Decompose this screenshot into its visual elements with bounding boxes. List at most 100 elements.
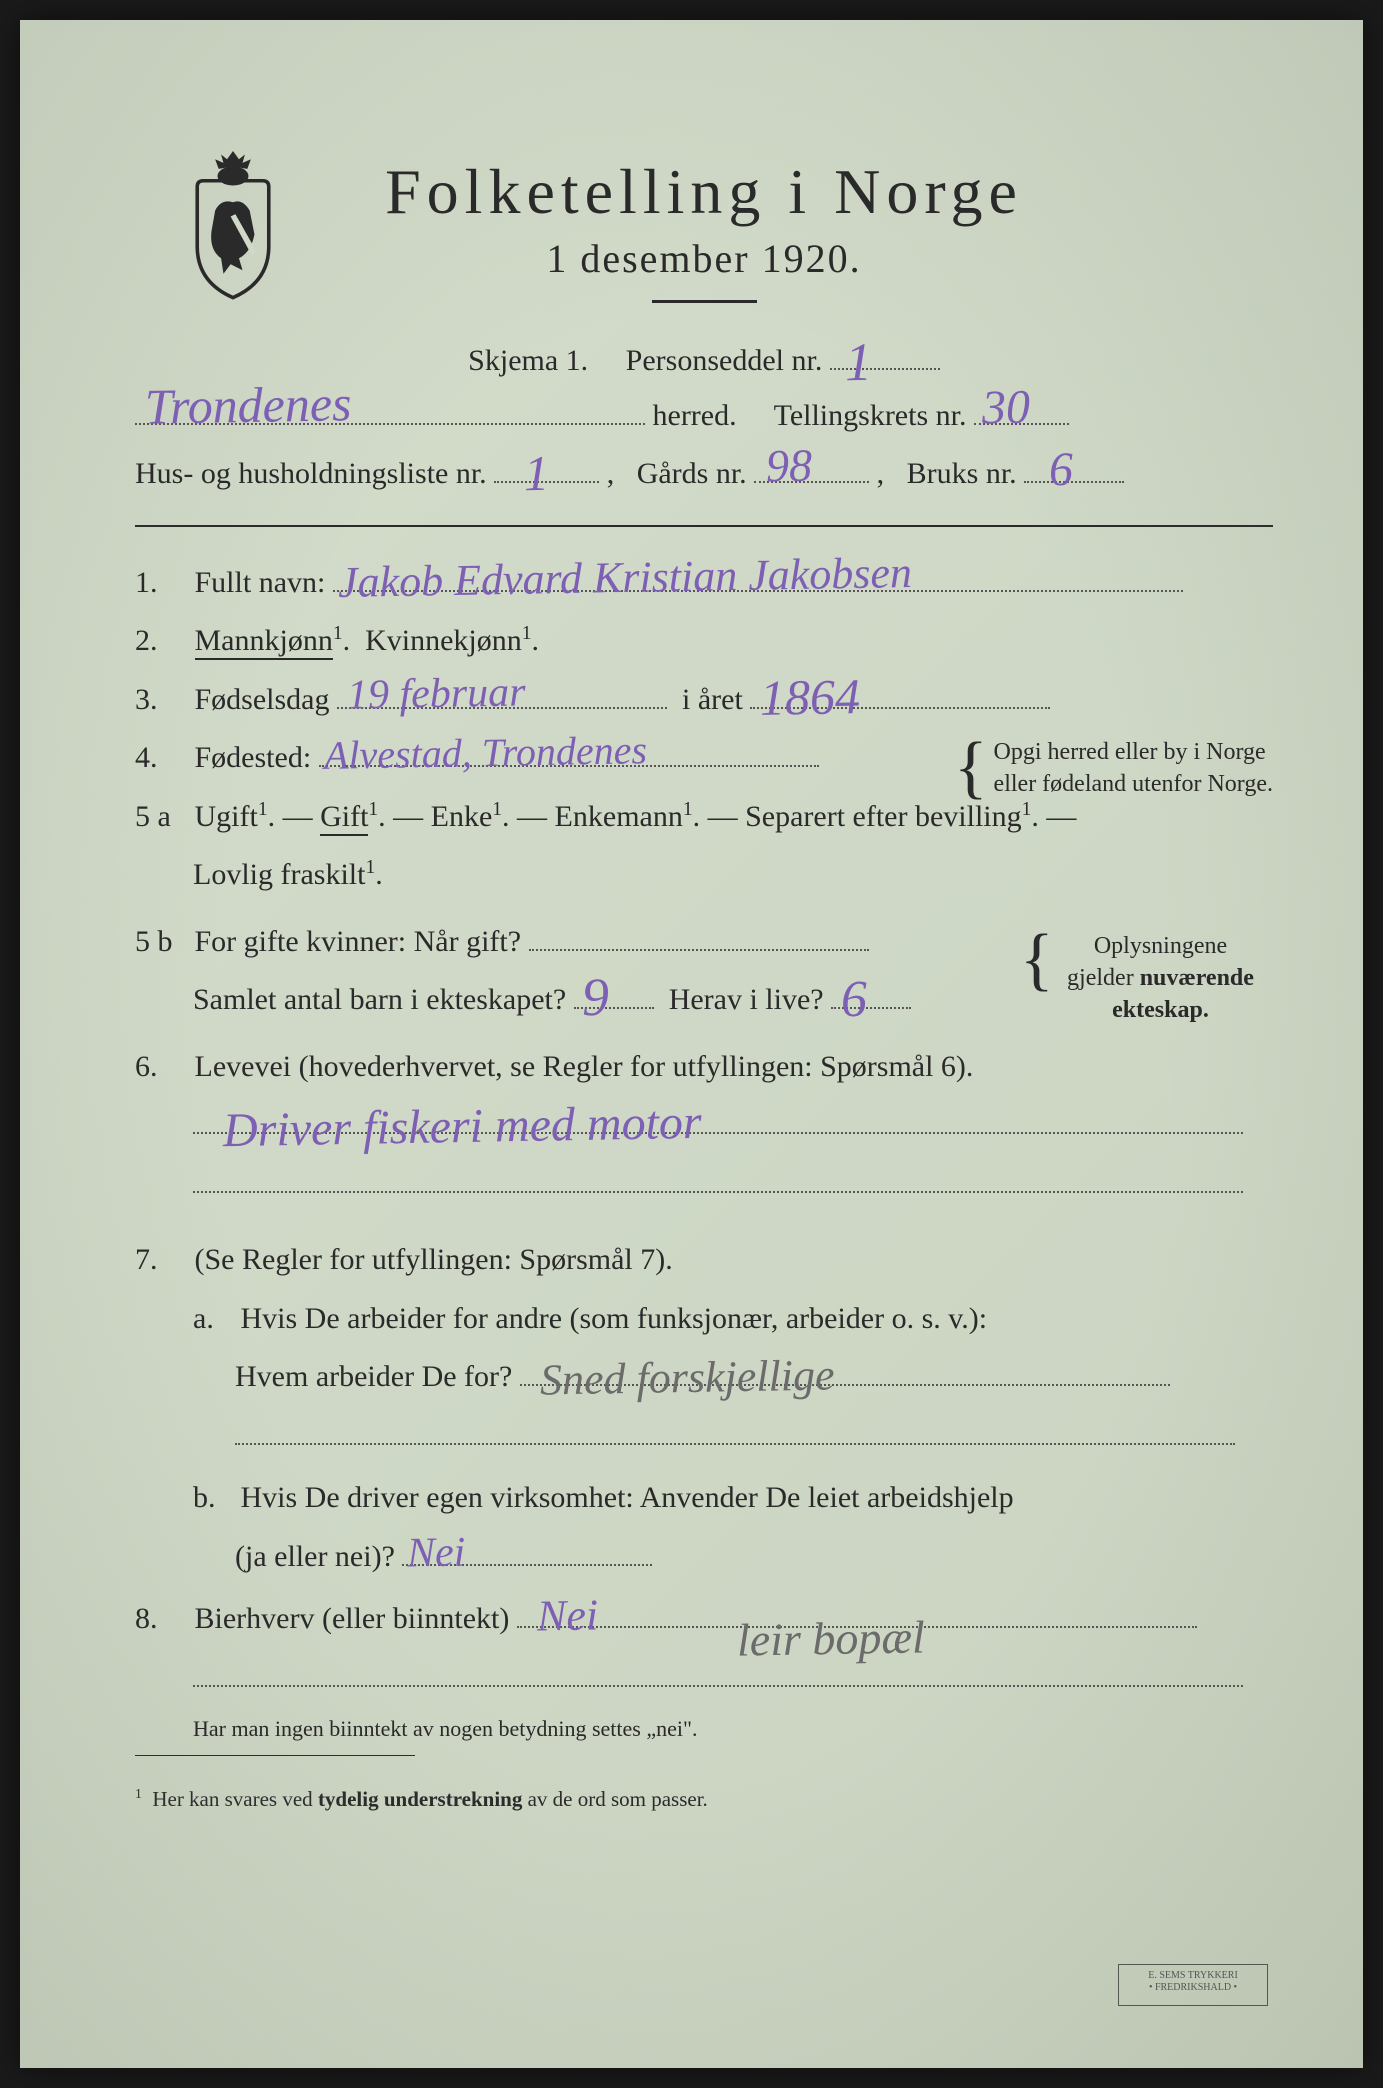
herred-label: herred. bbox=[653, 399, 737, 432]
form-header: Folketelling i Norge 1 desember 1920. bbox=[135, 155, 1273, 303]
q5a-gift: Gift bbox=[320, 800, 368, 836]
q8-note: Har man ingen biinntekt av nogen betydni… bbox=[193, 1716, 697, 1741]
q3-num: 3. bbox=[135, 674, 187, 727]
personseddel-label: Personseddel nr. bbox=[626, 344, 823, 377]
q3-day-field: 19 februar bbox=[337, 676, 667, 709]
q4-field: Alvestad, Trondenes bbox=[319, 734, 819, 767]
q5b-live-field: 6 bbox=[831, 976, 911, 1009]
q5b-note1: Oplysningene bbox=[1094, 933, 1227, 959]
q7-label: (Se Regler for utfyllingen: Spørsmål 7). bbox=[195, 1243, 673, 1276]
q5b-line1: 5 b For gifte kvinner: Når gift? { Oplys… bbox=[135, 916, 1273, 969]
q8-line1: 8. Bierhverv (eller biinntekt) Nei leir … bbox=[135, 1593, 1273, 1646]
q5b-label2b: Herav i live? bbox=[669, 983, 824, 1016]
q5b-barn-value: 9 bbox=[581, 950, 610, 1045]
q8-field2 bbox=[193, 1654, 1243, 1687]
title-divider bbox=[652, 300, 757, 303]
q5a-separert: Separert efter bevilling bbox=[745, 800, 1022, 833]
herred-field: Trondenes bbox=[135, 392, 645, 425]
q3-label: Fødselsdag bbox=[195, 683, 330, 716]
q8-num: 8. bbox=[135, 1593, 187, 1646]
q2-mann: Mannkjønn bbox=[195, 624, 333, 660]
q6-line2: Driver fiskeri med motor bbox=[135, 1099, 1273, 1152]
q7b-line1: b. Hvis De driver egen virksomhet: Anven… bbox=[135, 1472, 1273, 1525]
q4-value: Alvestad, Trondenes bbox=[323, 715, 647, 791]
tellingskrets-field: 30 bbox=[974, 392, 1069, 425]
q6-field2 bbox=[193, 1160, 1243, 1193]
q8-value: Nei bbox=[536, 1576, 598, 1654]
q5a-enkemann: Enkemann bbox=[555, 800, 683, 833]
q1-num: 1. bbox=[135, 557, 187, 610]
q5a-enke: Enke bbox=[431, 800, 493, 833]
herred-value: Trondenes bbox=[144, 360, 352, 451]
q5a-fraskilt: Lovlig fraskilt bbox=[193, 858, 365, 891]
skjema-label: Skjema 1. bbox=[468, 344, 588, 377]
husliste-field: 1 bbox=[494, 450, 599, 483]
q4-line: 4. Fødested: Alvestad, Trondenes { Opgi … bbox=[135, 732, 1273, 785]
q6-num: 6. bbox=[135, 1041, 187, 1094]
q1-label: Fullt navn: bbox=[195, 566, 326, 599]
q8-field: Nei leir bopæl bbox=[517, 1595, 1197, 1628]
q1-value: Jakob Edvard Kristian Jakobsen bbox=[337, 533, 912, 620]
bruks-field: 6 bbox=[1024, 450, 1124, 483]
q4-label: Fødested: bbox=[195, 741, 312, 774]
q3-year-value: 1864 bbox=[760, 653, 862, 742]
q4-num: 4. bbox=[135, 732, 187, 785]
footnote-marker: 1 bbox=[135, 1786, 142, 1801]
coat-of-arms-icon bbox=[173, 145, 293, 300]
q5b-num: 5 b bbox=[135, 916, 187, 969]
q7b-text1: Hvis De driver egen virksomhet: Anvender… bbox=[241, 1481, 1014, 1514]
q6-line1: 6. Levevei (hovederhvervet, se Regler fo… bbox=[135, 1041, 1273, 1094]
husliste-label: Hus- og husholdningsliste nr. bbox=[135, 457, 487, 490]
form-title: Folketelling i Norge bbox=[135, 155, 1273, 229]
q5b-gift-field bbox=[529, 918, 869, 951]
form-subtitle: 1 desember 1920. bbox=[135, 235, 1273, 282]
q1-field: Jakob Edvard Kristian Jakobsen bbox=[333, 559, 1183, 592]
q3-line: 3. Fødselsdag 19 februar i året 1864 bbox=[135, 674, 1273, 727]
q6-line3 bbox=[135, 1158, 1273, 1211]
tellingskrets-value: 30 bbox=[981, 365, 1030, 450]
bruks-value: 6 bbox=[1048, 428, 1073, 512]
footnote: 1 Her kan svares ved tydelig understrekn… bbox=[135, 1786, 1273, 1812]
q5b-live-value: 6 bbox=[840, 954, 868, 1045]
q5b-line2: Samlet antal barn i ekteskapet? 9 Herav … bbox=[135, 974, 1273, 1027]
census-form-page: Folketelling i Norge 1 desember 1920. Sk… bbox=[20, 20, 1363, 2068]
q7a-line1: a. Hvis De arbeider for andre (som funks… bbox=[135, 1293, 1273, 1346]
section-divider bbox=[135, 525, 1273, 527]
q7a-line2: Hvem arbeider De for? Sned forskjellige bbox=[135, 1351, 1273, 1404]
herred-line: Trondenes herred. Tellingskrets nr. 30 bbox=[135, 390, 1273, 443]
gards-value: 98 bbox=[765, 426, 812, 507]
q3-year-label: i året bbox=[682, 683, 743, 716]
q6-label: Levevei (hovederhvervet, se Regler for u… bbox=[195, 1050, 974, 1083]
q5a-ugift: Ugift bbox=[195, 800, 258, 833]
q8-note-line: Har man ingen biinntekt av nogen betydni… bbox=[135, 1710, 1273, 1749]
q4-note1: Opgi herred eller by i Norge bbox=[994, 739, 1266, 765]
q7a-text1: Hvis De arbeider for andre (som funksjon… bbox=[241, 1302, 988, 1335]
q7b-value: Nei bbox=[407, 1516, 467, 1591]
q7a-field2 bbox=[235, 1412, 1235, 1445]
q1-line: 1. Fullt navn: Jakob Edvard Kristian Jak… bbox=[135, 557, 1273, 610]
q8-line2 bbox=[135, 1652, 1273, 1705]
q7-num: 7. bbox=[135, 1234, 187, 1287]
q5b-barn-field: 9 bbox=[574, 976, 654, 1009]
gards-field: 98 bbox=[754, 450, 869, 483]
q7a-label: a. bbox=[193, 1293, 233, 1346]
husliste-value: 1 bbox=[523, 430, 550, 518]
q7b-label: b. bbox=[193, 1472, 233, 1525]
q7b-text2: (ja eller nei)? bbox=[235, 1540, 395, 1573]
printer-stamp: E. SEMS TRYKKERI• FREDRIKSHALD • bbox=[1118, 1964, 1268, 2006]
q6-field: Driver fiskeri med motor bbox=[193, 1101, 1243, 1134]
q2-line: 2. Mannkjønn1. Kvinnekjønn1. bbox=[135, 615, 1273, 668]
husliste-line: Hus- og husholdningsliste nr. 1 , Gårds … bbox=[135, 448, 1273, 501]
q2-kvinne: Kvinnekjønn bbox=[365, 624, 522, 657]
q8-label: Bierhverv (eller biinntekt) bbox=[195, 1602, 510, 1635]
q7a-text2: Hvem arbeider De for? bbox=[235, 1360, 512, 1393]
bruks-label: Bruks nr. bbox=[907, 457, 1017, 490]
footnote-text: Her kan svares ved tydelig understreknin… bbox=[152, 1787, 707, 1811]
footnote-rule bbox=[135, 1755, 415, 1756]
q7a-line3 bbox=[135, 1410, 1273, 1463]
q7a-value: Sned forskjellige bbox=[539, 1336, 835, 1418]
personseddel-field: 1 bbox=[830, 337, 940, 370]
q7a-field: Sned forskjellige bbox=[520, 1353, 1170, 1386]
q7b-line2: (ja eller nei)? Nei bbox=[135, 1531, 1273, 1584]
q5b-label1: For gifte kvinner: Når gift? bbox=[195, 925, 522, 958]
